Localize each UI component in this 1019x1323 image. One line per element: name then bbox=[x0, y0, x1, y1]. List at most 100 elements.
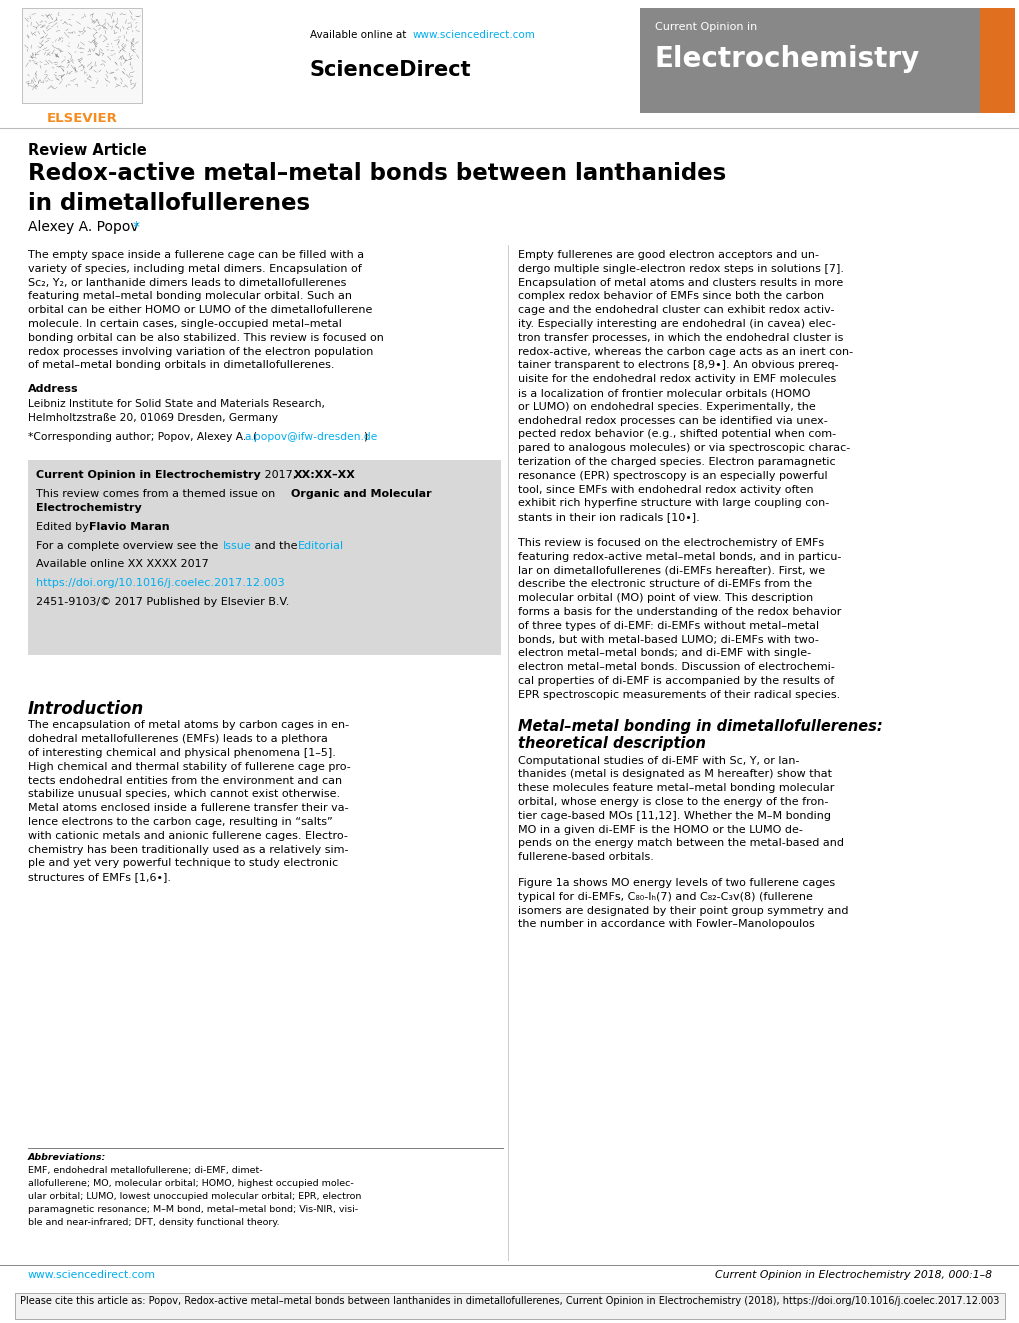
Text: chemistry has been traditionally used as a relatively sim-: chemistry has been traditionally used as… bbox=[28, 844, 348, 855]
Text: resonance (EPR) spectroscopy is an especially powerful: resonance (EPR) spectroscopy is an espec… bbox=[518, 471, 826, 480]
Text: Electrochemistry: Electrochemistry bbox=[36, 503, 142, 513]
Text: Organic and Molecular: Organic and Molecular bbox=[290, 490, 431, 499]
Text: electron metal–metal bonds; and di-EMF with single-: electron metal–metal bonds; and di-EMF w… bbox=[518, 648, 810, 659]
Text: variety of species, including metal dimers. Encapsulation of: variety of species, including metal dime… bbox=[28, 263, 362, 274]
Text: Edited by: Edited by bbox=[36, 521, 92, 532]
Text: Introduction: Introduction bbox=[28, 700, 144, 718]
Text: For a complete overview see the: For a complete overview see the bbox=[36, 541, 221, 550]
Text: a.popov@ifw-dresden.de: a.popov@ifw-dresden.de bbox=[244, 431, 377, 442]
Text: Alexey A. Popov: Alexey A. Popov bbox=[28, 220, 139, 234]
Text: Figure 1a shows MO energy levels of two fullerene cages: Figure 1a shows MO energy levels of two … bbox=[518, 878, 835, 888]
Text: Empty fullerenes are good electron acceptors and un-: Empty fullerenes are good electron accep… bbox=[518, 250, 818, 261]
Text: ): ) bbox=[363, 431, 367, 442]
Text: The empty space inside a fullerene cage can be filled with a: The empty space inside a fullerene cage … bbox=[28, 250, 364, 261]
Text: *: * bbox=[132, 220, 140, 234]
Text: exhibit rich hyperfine structure with large coupling con-: exhibit rich hyperfine structure with la… bbox=[518, 499, 828, 508]
Text: stants in their ion radicals [10•].: stants in their ion radicals [10•]. bbox=[518, 512, 699, 523]
Text: tier cage-based MOs [11,12]. Whether the M–M bonding: tier cage-based MOs [11,12]. Whether the… bbox=[518, 811, 830, 820]
Text: https://doi.org/10.1016/j.coelec.2017.12.003: https://doi.org/10.1016/j.coelec.2017.12… bbox=[36, 578, 284, 589]
Text: High chemical and thermal stability of fullerene cage pro-: High chemical and thermal stability of f… bbox=[28, 762, 351, 771]
Text: theoretical description: theoretical description bbox=[518, 736, 705, 750]
Bar bbox=[15, 1293, 1004, 1319]
Text: Current Opinion in: Current Opinion in bbox=[654, 22, 756, 32]
Text: tron transfer processes, in which the endohedral cluster is: tron transfer processes, in which the en… bbox=[518, 333, 843, 343]
Text: www.sciencedirect.com: www.sciencedirect.com bbox=[413, 30, 535, 40]
Text: thanides (metal is designated as M hereafter) show that: thanides (metal is designated as M herea… bbox=[518, 770, 832, 779]
Text: ELSEVIER: ELSEVIER bbox=[47, 112, 117, 124]
Text: redox-active, whereas the carbon cage acts as an inert con-: redox-active, whereas the carbon cage ac… bbox=[518, 347, 852, 357]
Text: the number in accordance with Fowler–Manolopoulos: the number in accordance with Fowler–Man… bbox=[518, 919, 814, 929]
Text: Encapsulation of metal atoms and clusters results in more: Encapsulation of metal atoms and cluster… bbox=[518, 278, 843, 287]
Text: orbital, whose energy is close to the energy of the fron-: orbital, whose energy is close to the en… bbox=[518, 796, 827, 807]
Text: This review comes from a themed issue on: This review comes from a themed issue on bbox=[36, 490, 278, 499]
Text: Abbreviations:: Abbreviations: bbox=[28, 1154, 106, 1162]
Text: Issue: Issue bbox=[223, 541, 252, 550]
Text: tects endohedral entities from the environment and can: tects endohedral entities from the envir… bbox=[28, 775, 341, 786]
Text: lar on dimetallofullerenes (di-EMFs hereafter). First, we: lar on dimetallofullerenes (di-EMFs here… bbox=[518, 566, 824, 576]
Text: bonds, but with metal-based LUMO; di-EMFs with two-: bonds, but with metal-based LUMO; di-EMF… bbox=[518, 635, 818, 644]
Text: Current Opinion in Electrochemistry: Current Opinion in Electrochemistry bbox=[36, 471, 261, 480]
Text: orbital can be either HOMO or LUMO of the dimetallofullerene: orbital can be either HOMO or LUMO of th… bbox=[28, 306, 372, 315]
Text: terization of the charged species. Electron paramagnetic: terization of the charged species. Elect… bbox=[518, 456, 835, 467]
Text: with cationic metals and anionic fullerene cages. Electro-: with cationic metals and anionic fullere… bbox=[28, 831, 347, 841]
Text: lence electrons to the carbon cage, resulting in “salts”: lence electrons to the carbon cage, resu… bbox=[28, 818, 332, 827]
Text: allofullerene; MO, molecular orbital; HOMO, highest occupied molec-: allofullerene; MO, molecular orbital; HO… bbox=[28, 1179, 354, 1188]
Text: describe the electronic structure of di-EMFs from the: describe the electronic structure of di-… bbox=[518, 579, 811, 590]
Text: bonding orbital can be also stabilized. This review is focused on: bonding orbital can be also stabilized. … bbox=[28, 333, 383, 343]
Text: featuring metal–metal bonding molecular orbital. Such an: featuring metal–metal bonding molecular … bbox=[28, 291, 352, 302]
Text: The encapsulation of metal atoms by carbon cages in en-: The encapsulation of metal atoms by carb… bbox=[28, 721, 348, 730]
Text: Leibniz Institute for Solid State and Materials Research,: Leibniz Institute for Solid State and Ma… bbox=[28, 400, 325, 409]
Text: cal properties of di-EMF is accompanied by the results of: cal properties of di-EMF is accompanied … bbox=[518, 676, 834, 687]
Text: 2451-9103/© 2017 Published by Elsevier B.V.: 2451-9103/© 2017 Published by Elsevier B… bbox=[36, 597, 289, 607]
Text: paramagnetic resonance; M–M bond, metal–metal bond; Vis-NIR, visi-: paramagnetic resonance; M–M bond, metal–… bbox=[28, 1205, 358, 1215]
Text: uisite for the endohedral redox activity in EMF molecules: uisite for the endohedral redox activity… bbox=[518, 374, 836, 384]
Text: endohedral redox processes can be identified via unex-: endohedral redox processes can be identi… bbox=[518, 415, 827, 426]
Text: ular orbital; LUMO, lowest unoccupied molecular orbital; EPR, electron: ular orbital; LUMO, lowest unoccupied mo… bbox=[28, 1192, 361, 1201]
Text: Helmholtzstraße 20, 01069 Dresden, Germany: Helmholtzstraße 20, 01069 Dresden, Germa… bbox=[28, 413, 278, 423]
Text: typical for di-EMFs, C₈₀-Iₕ(7) and C₈₂-C₃v(8) (fullerene: typical for di-EMFs, C₈₀-Iₕ(7) and C₈₂-C… bbox=[518, 892, 812, 902]
Text: is a localization of frontier molecular orbitals (HOMO: is a localization of frontier molecular … bbox=[518, 388, 810, 398]
Text: Electrochemistry: Electrochemistry bbox=[654, 45, 919, 73]
Text: Address: Address bbox=[28, 384, 78, 394]
Text: Metal atoms enclosed inside a fullerene transfer their va-: Metal atoms enclosed inside a fullerene … bbox=[28, 803, 348, 814]
Text: or LUMO) on endohedral species. Experimentally, the: or LUMO) on endohedral species. Experime… bbox=[518, 402, 815, 411]
Text: Available online XX XXXX 2017: Available online XX XXXX 2017 bbox=[36, 560, 209, 569]
Bar bbox=[979, 8, 1014, 112]
Text: featuring redox-active metal–metal bonds, and in particu-: featuring redox-active metal–metal bonds… bbox=[518, 552, 841, 562]
Text: Redox-active metal–metal bonds between lanthanides: Redox-active metal–metal bonds between l… bbox=[28, 161, 726, 185]
Text: structures of EMFs [1,6•].: structures of EMFs [1,6•]. bbox=[28, 872, 171, 882]
Text: Editorial: Editorial bbox=[298, 541, 343, 550]
Text: fullerene-based orbitals.: fullerene-based orbitals. bbox=[518, 852, 653, 863]
Text: isomers are designated by their point group symmetry and: isomers are designated by their point gr… bbox=[518, 906, 848, 916]
Text: EMF, endohedral metallofullerene; di-EMF, dimet-: EMF, endohedral metallofullerene; di-EMF… bbox=[28, 1166, 262, 1175]
Text: ity. Especially interesting are endohedral (in cavea) elec-: ity. Especially interesting are endohedr… bbox=[518, 319, 835, 329]
Text: Current Opinion in Electrochemistry 2018, 000:1–8: Current Opinion in Electrochemistry 2018… bbox=[714, 1270, 991, 1279]
Text: Sc₂, Y₂, or lanthanide dimers leads to dimetallofullerenes: Sc₂, Y₂, or lanthanide dimers leads to d… bbox=[28, 278, 346, 287]
Text: pared to analogous molecules) or via spectroscopic charac-: pared to analogous molecules) or via spe… bbox=[518, 443, 850, 454]
Text: 2017,: 2017, bbox=[261, 471, 300, 480]
Text: tool, since EMFs with endohedral redox activity often: tool, since EMFs with endohedral redox a… bbox=[518, 484, 813, 495]
Text: and the: and the bbox=[251, 541, 301, 550]
Text: stabilize unusual species, which cannot exist otherwise.: stabilize unusual species, which cannot … bbox=[28, 790, 339, 799]
Bar bbox=[28, 460, 500, 655]
Text: Metal–metal bonding in dimetallofullerenes:: Metal–metal bonding in dimetallofulleren… bbox=[518, 718, 881, 733]
Text: complex redox behavior of EMFs since both the carbon: complex redox behavior of EMFs since bot… bbox=[518, 291, 823, 302]
Text: Review Article: Review Article bbox=[28, 143, 147, 157]
Text: cage and the endohedral cluster can exhibit redox activ-: cage and the endohedral cluster can exhi… bbox=[518, 306, 834, 315]
Text: ScienceDirect: ScienceDirect bbox=[309, 60, 471, 79]
Text: forms a basis for the understanding of the redox behavior: forms a basis for the understanding of t… bbox=[518, 607, 841, 617]
Text: of interesting chemical and physical phenomena [1–5].: of interesting chemical and physical phe… bbox=[28, 747, 335, 758]
Text: pected redox behavior (e.g., shifted potential when com-: pected redox behavior (e.g., shifted pot… bbox=[518, 430, 836, 439]
Text: molecule. In certain cases, single-occupied metal–metal: molecule. In certain cases, single-occup… bbox=[28, 319, 341, 329]
Text: Available online at: Available online at bbox=[310, 30, 410, 40]
Text: EPR spectroscopic measurements of their radical species.: EPR spectroscopic measurements of their … bbox=[518, 689, 840, 700]
Text: ble and near-infrared; DFT, density functional theory.: ble and near-infrared; DFT, density func… bbox=[28, 1218, 279, 1226]
Text: molecular orbital (MO) point of view. This description: molecular orbital (MO) point of view. Th… bbox=[518, 593, 812, 603]
Text: This review is focused on the electrochemistry of EMFs: This review is focused on the electroche… bbox=[518, 538, 823, 548]
Text: Please cite this article as: Popov, Redox-active metal–metal bonds between lanth: Please cite this article as: Popov, Redo… bbox=[20, 1297, 999, 1306]
Text: XX:XX–XX: XX:XX–XX bbox=[293, 471, 356, 480]
Text: dohedral metallofullerenes (EMFs) leads to a plethora: dohedral metallofullerenes (EMFs) leads … bbox=[28, 734, 327, 745]
Text: ple and yet very powerful technique to study electronic: ple and yet very powerful technique to s… bbox=[28, 859, 338, 868]
Text: in dimetallofullerenes: in dimetallofullerenes bbox=[28, 192, 310, 216]
Text: Computational studies of di-EMF with Sc, Y, or lan-: Computational studies of di-EMF with Sc,… bbox=[518, 755, 799, 766]
